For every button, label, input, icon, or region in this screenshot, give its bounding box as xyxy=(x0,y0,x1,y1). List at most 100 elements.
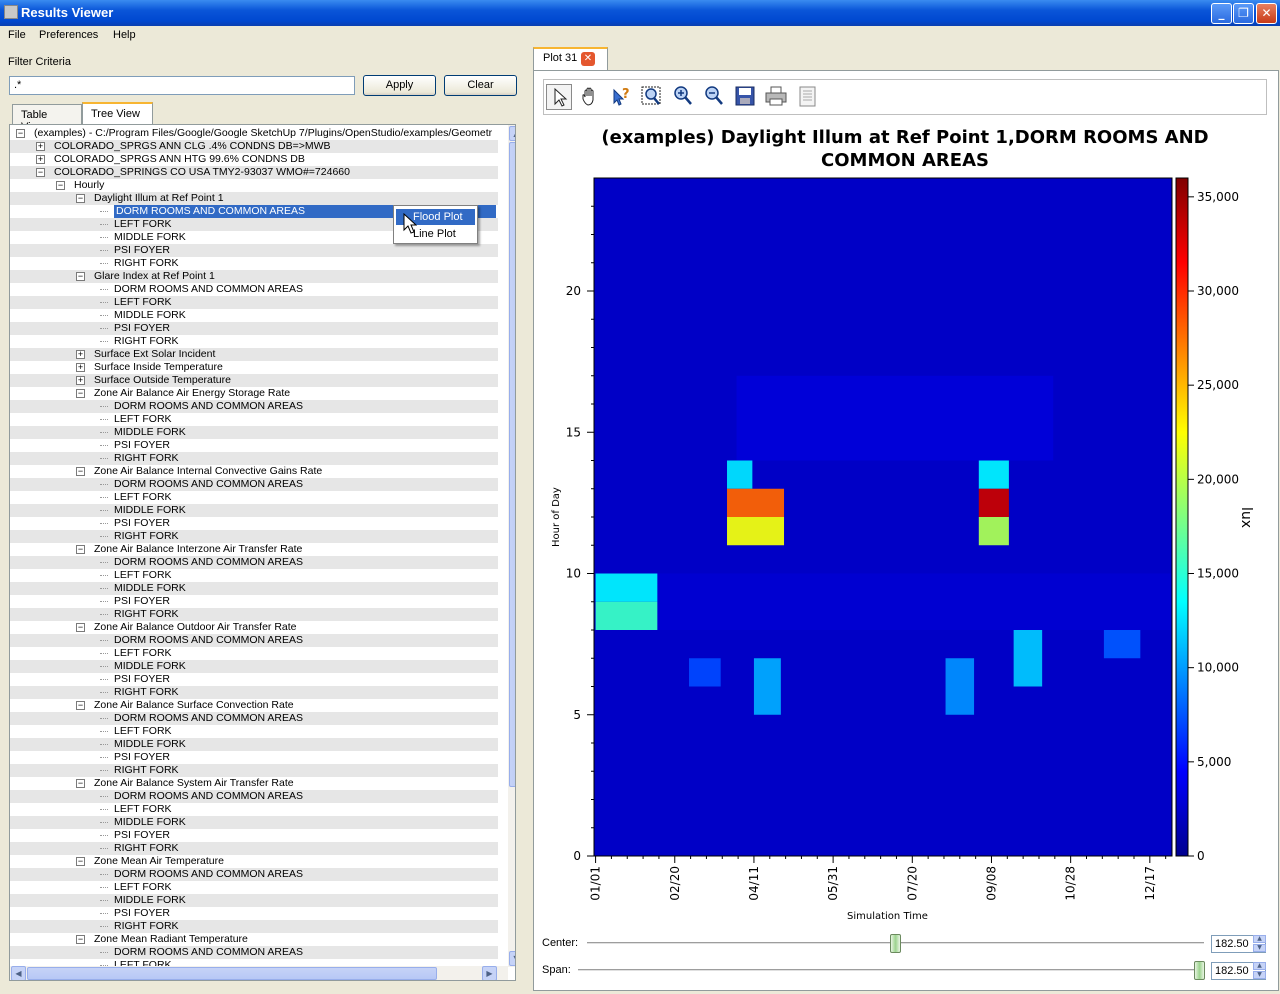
tree-leaf[interactable]: PSI FOYER xyxy=(10,751,498,764)
expand-icon[interactable]: + xyxy=(76,362,85,372)
tab-tree-view[interactable]: Tree View xyxy=(82,102,153,125)
tree-leaf[interactable]: RIGHT FORK xyxy=(10,842,498,855)
vertical-scrollbar[interactable]: ▲ ▼ xyxy=(508,125,515,967)
collapse-icon[interactable]: − xyxy=(36,167,45,177)
print-icon[interactable] xyxy=(763,84,789,110)
tree-leaf[interactable]: MIDDLE FORK xyxy=(10,894,498,907)
tree-node[interactable]: − Glare Index at Ref Point 1 xyxy=(10,270,498,283)
tree-node[interactable]: + COLORADO_SPRGS ANN CLG .4% CONDNS DB=>M… xyxy=(10,140,498,153)
tree-leaf[interactable]: DORM ROOMS AND COMMON AREAS xyxy=(10,790,498,803)
tree-leaf[interactable]: DORM ROOMS AND COMMON AREAS xyxy=(10,868,498,881)
expand-icon[interactable]: + xyxy=(76,349,85,359)
horizontal-scroll-thumb[interactable] xyxy=(27,967,437,980)
tree-leaf[interactable]: PSI FOYER xyxy=(10,907,498,920)
minimize-button[interactable]: _ xyxy=(1211,3,1232,24)
span-decrement-icon[interactable]: ▼ xyxy=(1253,971,1266,979)
collapse-icon[interactable]: − xyxy=(76,934,85,944)
query-icon[interactable]: ? xyxy=(608,84,634,110)
tree-node[interactable]: − Zone Air Balance Air Energy Storage Rat… xyxy=(10,387,498,400)
tree-leaf[interactable]: DORM ROOMS AND COMMON AREAS xyxy=(10,634,498,647)
span-value-input[interactable]: 182.50 xyxy=(1211,962,1266,980)
scroll-up-icon[interactable]: ▲ xyxy=(509,126,515,141)
tree-leaf[interactable]: LEFT FORK xyxy=(10,569,498,582)
tree-leaf[interactable]: PSI FOYER xyxy=(10,517,498,530)
tree-leaf[interactable]: PSI FOYER xyxy=(10,244,498,257)
collapse-icon[interactable]: − xyxy=(76,193,85,203)
zoom-out-icon[interactable] xyxy=(701,84,727,110)
tree-leaf[interactable]: LEFT FORK xyxy=(10,296,498,309)
tree-node[interactable]: − Zone Mean Radiant Temperature xyxy=(10,933,498,946)
collapse-icon[interactable]: − xyxy=(76,622,85,632)
tree-leaf[interactable]: MIDDLE FORK xyxy=(10,816,498,829)
tree-leaf[interactable]: LEFT FORK xyxy=(10,413,498,426)
tree-leaf[interactable]: DORM ROOMS AND COMMON AREAS xyxy=(10,283,498,296)
select-arrow-icon[interactable] xyxy=(546,84,572,110)
scroll-down-icon[interactable]: ▼ xyxy=(509,951,515,966)
tree-leaf[interactable]: LEFT FORK xyxy=(10,218,498,231)
center-increment-icon[interactable]: ▲ xyxy=(1253,935,1266,943)
zoom-in-icon[interactable] xyxy=(670,84,696,110)
tree-leaf[interactable]: DORM ROOMS AND COMMON AREAS xyxy=(10,478,498,491)
collapse-icon[interactable]: − xyxy=(16,128,25,138)
tree-node[interactable]: − Zone Air Balance Internal Convective Ga… xyxy=(10,465,498,478)
tree-leaf[interactable]: MIDDLE FORK xyxy=(10,426,498,439)
tree-node[interactable]: − Zone Air Balance Outdoor Air Transfer R… xyxy=(10,621,498,634)
scroll-left-icon[interactable]: ◀ xyxy=(11,966,26,980)
tree-leaf[interactable]: LEFT FORK xyxy=(10,491,498,504)
tree-leaf[interactable]: MIDDLE FORK xyxy=(10,309,498,322)
tree-leaf[interactable]: PSI FOYER xyxy=(10,673,498,686)
tree-node[interactable]: + COLORADO_SPRGS ANN HTG 99.6% CONDNS DB xyxy=(10,153,498,166)
tree-node[interactable]: − Zone Mean Air Temperature xyxy=(10,855,498,868)
tree-leaf[interactable]: LEFT FORK xyxy=(10,959,498,967)
tree-view[interactable]: − (examples) - C:/Program Files/Google/Go… xyxy=(9,124,516,981)
tree-node[interactable]: − Zone Air Balance Surface Convection Rat… xyxy=(10,699,498,712)
center-slider-handle[interactable] xyxy=(889,934,901,953)
tree-leaf[interactable]: RIGHT FORK xyxy=(10,530,498,543)
expand-icon[interactable]: + xyxy=(36,141,45,151)
context-menu-line-plot[interactable]: Line Plot xyxy=(413,228,456,240)
tree-leaf[interactable]: MIDDLE FORK xyxy=(10,582,498,595)
tree-leaf[interactable]: DORM ROOMS AND COMMON AREAS xyxy=(10,400,498,413)
collapse-icon[interactable]: − xyxy=(76,856,85,866)
tree-node[interactable]: + Surface Outside Temperature xyxy=(10,374,498,387)
filter-input[interactable]: .* xyxy=(9,76,355,95)
tree-leaf[interactable]: LEFT FORK xyxy=(10,881,498,894)
tree-leaf[interactable]: RIGHT FORK xyxy=(10,686,498,699)
span-slider-track[interactable] xyxy=(578,969,1204,972)
menu-help[interactable]: Help xyxy=(113,29,136,41)
expand-icon[interactable]: + xyxy=(76,375,85,385)
tree-leaf[interactable]: PSI FOYER xyxy=(10,322,498,335)
tree-leaf[interactable]: RIGHT FORK xyxy=(10,608,498,621)
scroll-right-icon[interactable]: ▶ xyxy=(482,966,497,980)
pan-hand-icon[interactable] xyxy=(577,84,603,110)
horizontal-scrollbar[interactable]: ◀ ▶ xyxy=(10,966,508,980)
tree-leaf[interactable]: RIGHT FORK xyxy=(10,920,498,933)
tree-leaf[interactable]: RIGHT FORK xyxy=(10,764,498,777)
collapse-icon[interactable]: − xyxy=(76,700,85,710)
tree-node[interactable]: − COLORADO_SPRINGS CO USA TMY2-93037 WMO#… xyxy=(10,166,498,179)
tree-node[interactable]: − Zone Air Balance System Air Transfer Ra… xyxy=(10,777,498,790)
tree-leaf[interactable]: LEFT FORK xyxy=(10,647,498,660)
context-menu-flood-plot[interactable]: Flood Plot xyxy=(396,209,475,225)
tree-node[interactable]: + Surface Ext Solar Incident xyxy=(10,348,498,361)
tree-leaf[interactable]: PSI FOYER xyxy=(10,829,498,842)
center-decrement-icon[interactable]: ▼ xyxy=(1253,944,1266,952)
menu-preferences[interactable]: Preferences xyxy=(39,29,99,41)
tree-leaf[interactable]: RIGHT FORK xyxy=(10,257,498,270)
expand-icon[interactable]: + xyxy=(36,154,45,164)
tree-leaf[interactable]: MIDDLE FORK xyxy=(10,660,498,673)
tree-leaf[interactable]: LEFT FORK xyxy=(10,725,498,738)
collapse-icon[interactable]: − xyxy=(76,466,85,476)
save-icon[interactable] xyxy=(732,84,758,110)
tree-node[interactable]: − Zone Air Balance Interzone Air Transfer… xyxy=(10,543,498,556)
tree-leaf[interactable]: RIGHT FORK xyxy=(10,452,498,465)
tab-table-view[interactable]: Table View xyxy=(12,104,82,133)
tree-node[interactable]: − Hourly xyxy=(10,179,498,192)
title-bar[interactable] xyxy=(0,0,1280,26)
collapse-icon[interactable]: − xyxy=(76,544,85,554)
span-slider-handle[interactable] xyxy=(1194,961,1205,980)
tree-leaf[interactable]: MIDDLE FORK xyxy=(10,231,498,244)
tree-leaf[interactable]: DORM ROOMS AND COMMON AREAS xyxy=(10,712,498,725)
close-tab-icon[interactable]: ✕ xyxy=(581,52,595,66)
vertical-scroll-thumb[interactable] xyxy=(509,142,515,787)
